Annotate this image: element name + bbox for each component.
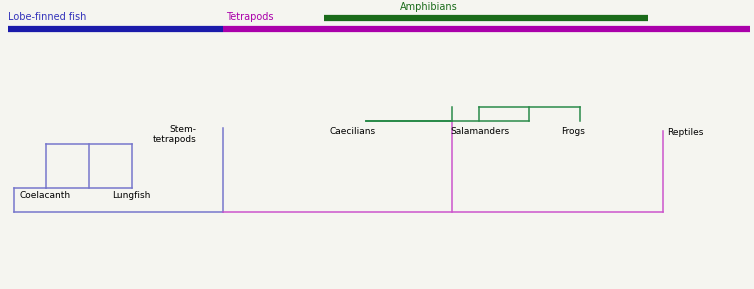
Text: Reptiles: Reptiles <box>667 128 703 137</box>
Text: Tetrapods: Tetrapods <box>226 12 274 23</box>
Text: Stem-
tetrapods: Stem- tetrapods <box>152 125 196 144</box>
Text: Frogs: Frogs <box>562 127 585 136</box>
Text: Lobe-finned fish: Lobe-finned fish <box>8 12 87 23</box>
Text: Salamanders: Salamanders <box>451 127 510 136</box>
Text: Lungfish: Lungfish <box>112 190 151 199</box>
Text: Amphibians: Amphibians <box>400 2 458 12</box>
Text: Coelacanth: Coelacanth <box>20 190 71 199</box>
Text: Caecilians: Caecilians <box>329 127 375 136</box>
